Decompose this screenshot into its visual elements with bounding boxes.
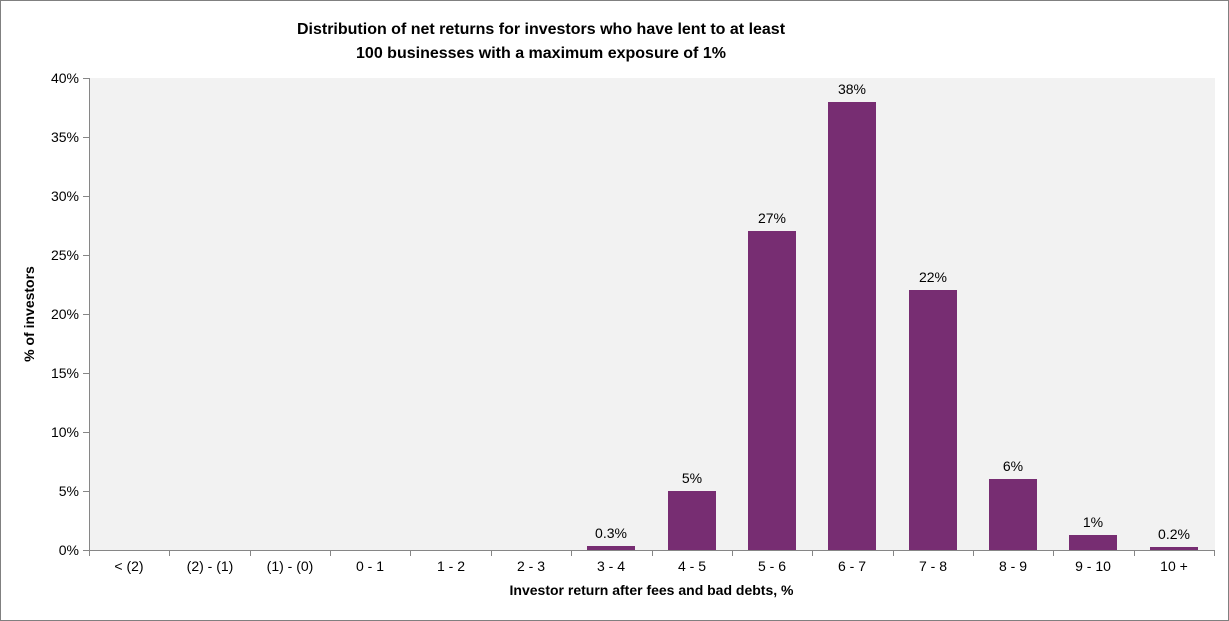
bar bbox=[748, 231, 796, 550]
y-tick-mark bbox=[83, 491, 89, 492]
bar-value-label: 22% bbox=[918, 269, 948, 285]
x-tick-label: 8 - 9 bbox=[998, 558, 1027, 574]
x-tick-label: 7 - 8 bbox=[918, 558, 947, 574]
x-tick-label: 5 - 6 bbox=[757, 558, 786, 574]
x-tick-mark bbox=[410, 550, 411, 556]
x-tick-mark bbox=[1134, 550, 1135, 556]
bar-value-label: 0.2% bbox=[1158, 526, 1190, 542]
x-tick-label: 9 - 10 bbox=[1075, 558, 1111, 574]
x-tick-mark bbox=[89, 550, 90, 556]
bar-value-label: 5% bbox=[681, 470, 703, 486]
y-tick-mark bbox=[83, 373, 89, 374]
x-tick-label: 1 - 2 bbox=[436, 558, 465, 574]
bar-value-label: 27% bbox=[757, 210, 787, 226]
chart-title-line1: Distribution of net returns for investor… bbox=[296, 21, 786, 38]
bar bbox=[989, 479, 1037, 550]
x-tick-label: 4 - 5 bbox=[677, 558, 706, 574]
x-tick-label: < (2) bbox=[114, 558, 144, 574]
y-tick-label: 20% bbox=[50, 306, 79, 322]
y-tick-label: 5% bbox=[58, 483, 79, 499]
bar-value-label: 38% bbox=[837, 81, 867, 97]
bar bbox=[909, 290, 957, 550]
y-tick-label: 30% bbox=[50, 188, 79, 204]
x-tick-label: (1) - (0) bbox=[266, 558, 314, 574]
x-tick-label: 6 - 7 bbox=[837, 558, 866, 574]
x-tick-mark bbox=[491, 550, 492, 556]
y-tick-mark bbox=[83, 78, 89, 79]
x-tick-mark bbox=[1214, 550, 1215, 556]
bar-value-label: 1% bbox=[1082, 514, 1104, 530]
y-tick-label: 0% bbox=[58, 542, 79, 558]
y-tick-mark bbox=[83, 137, 89, 138]
y-tick-label: 40% bbox=[50, 70, 79, 86]
y-tick-mark bbox=[83, 255, 89, 256]
plot-area bbox=[89, 78, 1215, 551]
x-axis-title: Investor return after fees and bad debts… bbox=[509, 582, 794, 598]
y-tick-mark bbox=[83, 314, 89, 315]
y-tick-label: 10% bbox=[50, 424, 79, 440]
x-tick-label: 3 - 4 bbox=[596, 558, 625, 574]
y-tick-label: 15% bbox=[50, 365, 79, 381]
x-tick-label: (2) - (1) bbox=[186, 558, 234, 574]
x-tick-mark bbox=[571, 550, 572, 556]
x-tick-label: 0 - 1 bbox=[355, 558, 384, 574]
x-tick-mark bbox=[250, 550, 251, 556]
bar bbox=[1150, 547, 1198, 550]
y-tick-mark bbox=[83, 432, 89, 433]
x-tick-label: 2 - 3 bbox=[516, 558, 545, 574]
x-tick-mark bbox=[169, 550, 170, 556]
y-tick-label: 25% bbox=[50, 247, 79, 263]
x-tick-mark bbox=[652, 550, 653, 556]
y-tick-mark bbox=[83, 196, 89, 197]
x-tick-mark bbox=[330, 550, 331, 556]
x-tick-label: 10 + bbox=[1160, 558, 1188, 574]
bar-value-label: 6% bbox=[1002, 458, 1024, 474]
bar-value-label: 0.3% bbox=[595, 525, 627, 541]
y-tick-label: 35% bbox=[50, 129, 79, 145]
x-tick-mark bbox=[973, 550, 974, 556]
bar bbox=[1069, 535, 1117, 550]
chart-title: Distribution of net returns for investor… bbox=[1, 18, 1081, 66]
chart-title-line2: 100 businesses with a maximum exposure o… bbox=[356, 45, 726, 62]
bar bbox=[587, 546, 635, 550]
bar bbox=[668, 491, 716, 550]
y-tick-mark bbox=[83, 550, 89, 551]
x-tick-mark bbox=[732, 550, 733, 556]
x-tick-mark bbox=[1053, 550, 1054, 556]
x-tick-mark bbox=[812, 550, 813, 556]
bar bbox=[828, 102, 876, 550]
x-tick-mark bbox=[893, 550, 894, 556]
